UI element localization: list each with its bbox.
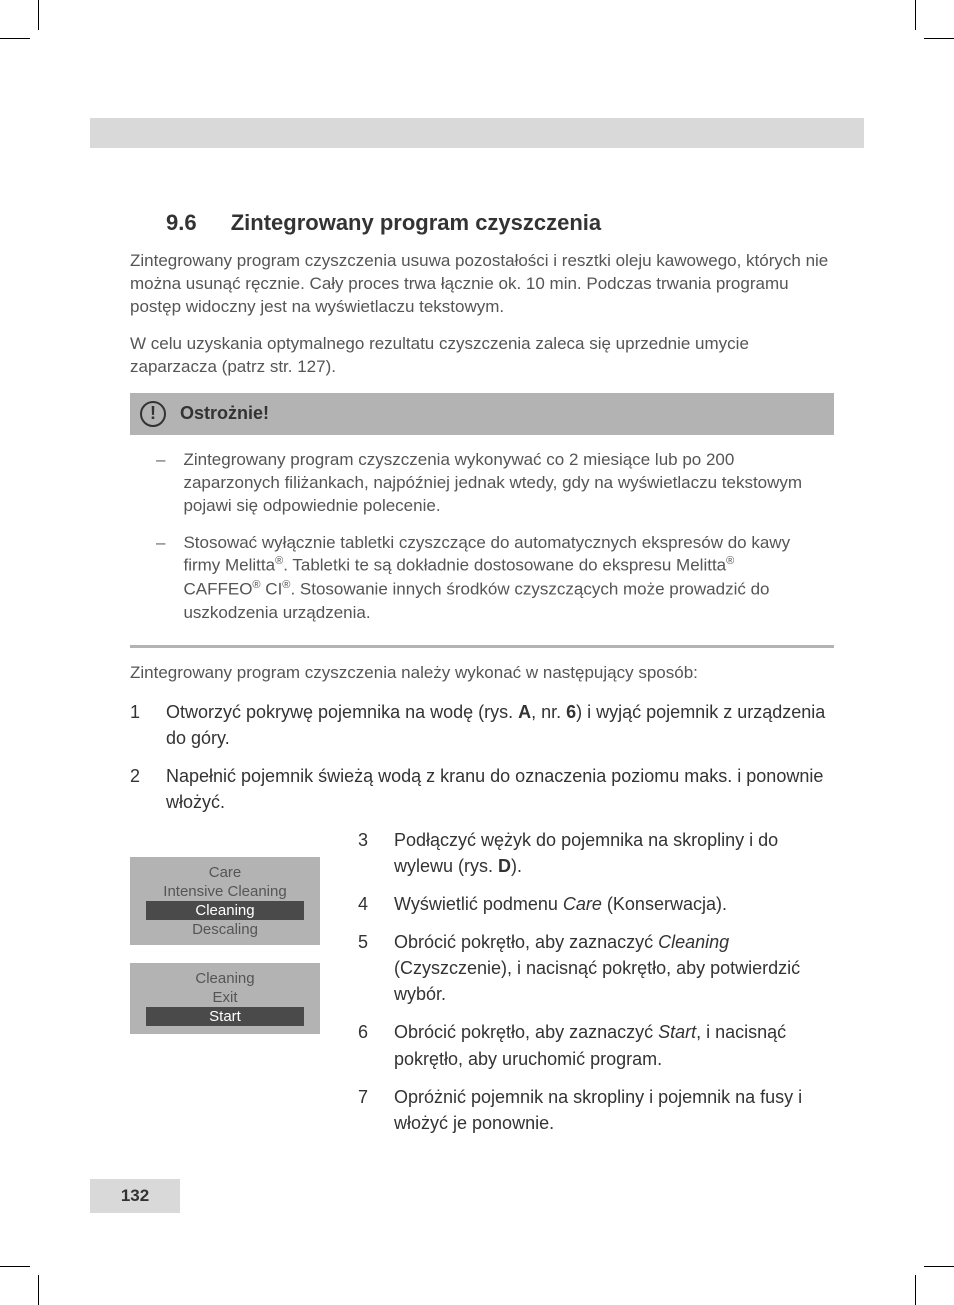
warning-item-text: Stosować wyłącznie tabletki czyszczące d… xyxy=(183,532,808,625)
step-number: 4 xyxy=(358,891,376,917)
steps-list-top: Otworzyć pokrywę pojemnika na wodę (rys.… xyxy=(130,699,834,815)
lcd-line: Descaling xyxy=(130,920,320,939)
intro-paragraph-2: W celu uzyskania optymalnego rezultatu c… xyxy=(130,333,834,379)
step-number: 7 xyxy=(358,1084,376,1136)
step-text: Wyświetlić podmenu Care (Konserwacja). xyxy=(394,891,727,917)
lead-text: Zintegrowany program czyszczenia należy … xyxy=(130,662,834,685)
intro-paragraph-1: Zintegrowany program czyszczenia usuwa p… xyxy=(130,250,834,319)
step-item: 3 Podłączyć wężyk do pojemnika na skropli… xyxy=(358,827,834,879)
steps-list-side: 3 Podłączyć wężyk do pojemnika na skropli… xyxy=(358,827,834,1136)
header-bar xyxy=(90,118,864,148)
step-item: 5Obrócić pokrętło, aby zaznaczyć Cleanin… xyxy=(358,929,834,1007)
section-title-text: Zintegrowany program czyszczenia xyxy=(231,210,601,235)
step-text: Otworzyć pokrywę pojemnika na wodę (rys.… xyxy=(166,699,834,751)
lcd-line: Care xyxy=(130,863,320,882)
warning-body: – Zintegrowany program czyszczenia wykon… xyxy=(130,435,834,648)
page-number: 132 xyxy=(90,1179,180,1213)
lcd-line: Exit xyxy=(130,988,320,1007)
lcd-line-selected: Start xyxy=(146,1007,304,1026)
warning-title: Ostrożnie! xyxy=(180,403,269,424)
section-number: 9.6 xyxy=(166,210,197,236)
warning-item: – Stosować wyłącznie tabletki czyszczące… xyxy=(130,528,834,635)
step-item: 7 Opróżnić pojemnik na skropliny i pojemn… xyxy=(358,1084,834,1136)
step-item: Napełnić pojemnik świeżą wodą z kranu do… xyxy=(130,763,834,815)
lcd-line xyxy=(130,1026,320,1028)
step-number: 6 xyxy=(358,1019,376,1071)
exclamation-icon: ! xyxy=(140,401,166,427)
warning-item: – Zintegrowany program czyszczenia wykon… xyxy=(130,445,834,528)
step-number: 3 xyxy=(358,827,376,879)
warning-header: ! Ostrożnie! xyxy=(130,393,834,435)
step-item: 4 Wyświetlić podmenu Care (Konserwacja). xyxy=(358,891,834,917)
dash-bullet: – xyxy=(156,449,165,518)
step-text: Opróżnić pojemnik na skropliny i pojemni… xyxy=(394,1084,834,1136)
lcd-display-care: Care Intensive Cleaning Cleaning Descali… xyxy=(130,857,320,945)
lcd-line-selected: Cleaning xyxy=(146,901,304,920)
step-text: Obrócić pokrętło, aby zaznaczyć Start, i… xyxy=(394,1019,834,1071)
step-item: Otworzyć pokrywę pojemnika na wodę (rys.… xyxy=(130,699,834,751)
lcd-display-cleaning: Cleaning Exit Start xyxy=(130,963,320,1034)
warning-item-text: Zintegrowany program czyszczenia wykonyw… xyxy=(183,449,808,518)
lcd-line: Intensive Cleaning xyxy=(130,882,320,901)
step-text: Podłączyć wężyk do pojemnika na skroplin… xyxy=(394,827,834,879)
step-item: 6 Obrócić pokrętło, aby zaznaczyć Start, … xyxy=(358,1019,834,1071)
warning-box: ! Ostrożnie! – Zintegrowany program czys… xyxy=(130,393,834,648)
step-text: Obrócić pokrętło, aby zaznaczyć Cleaning… xyxy=(394,929,834,1007)
step-number: 5 xyxy=(358,929,376,1007)
section-heading: 9.6 Zintegrowany program czyszczenia xyxy=(130,210,834,236)
dash-bullet: – xyxy=(156,532,165,625)
lcd-line: Cleaning xyxy=(130,969,320,988)
step-text: Napełnić pojemnik świeżą wodą z kranu do… xyxy=(166,763,834,815)
